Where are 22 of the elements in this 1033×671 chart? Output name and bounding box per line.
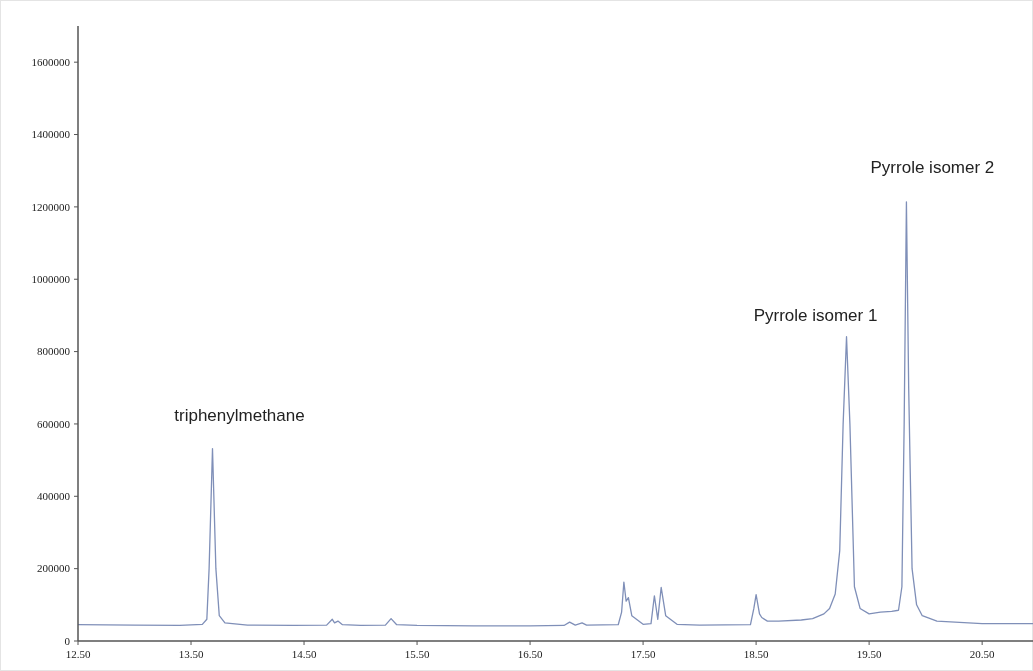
y-tick-label: 400000: [37, 490, 71, 503]
x-tick-label: 15.50: [404, 648, 430, 660]
x-tick-label: 19.50: [856, 648, 882, 660]
x-tick-label: 14.50: [291, 648, 317, 660]
x-tick-label: 17.50: [630, 648, 656, 660]
y-tick-label: 800000: [37, 345, 71, 358]
annotation: Pyrrole isomer 1: [753, 305, 878, 325]
y-tick-label: 0: [64, 634, 71, 647]
line-series: [77, 201, 1033, 627]
x-tick-label: 12.50: [65, 648, 91, 660]
y-tick-label: 1600000: [31, 56, 71, 69]
y-tick-label: 1400000: [31, 128, 71, 141]
x-tick-label: 16.50: [517, 648, 543, 660]
x-tick-label: 20.50: [969, 648, 996, 660]
annotation: triphenylmethane: [174, 405, 305, 425]
y-tick-label: 200000: [37, 562, 71, 575]
y-tick-label: 1200000: [31, 200, 71, 213]
y-tick-label: 600000: [37, 417, 71, 430]
x-tick-label: 18.50: [743, 648, 769, 660]
x-tick-label: 13.50: [178, 648, 204, 660]
y-tick-label: 1000000: [31, 273, 71, 286]
annotation: Pyrrole isomer 2: [870, 157, 995, 177]
